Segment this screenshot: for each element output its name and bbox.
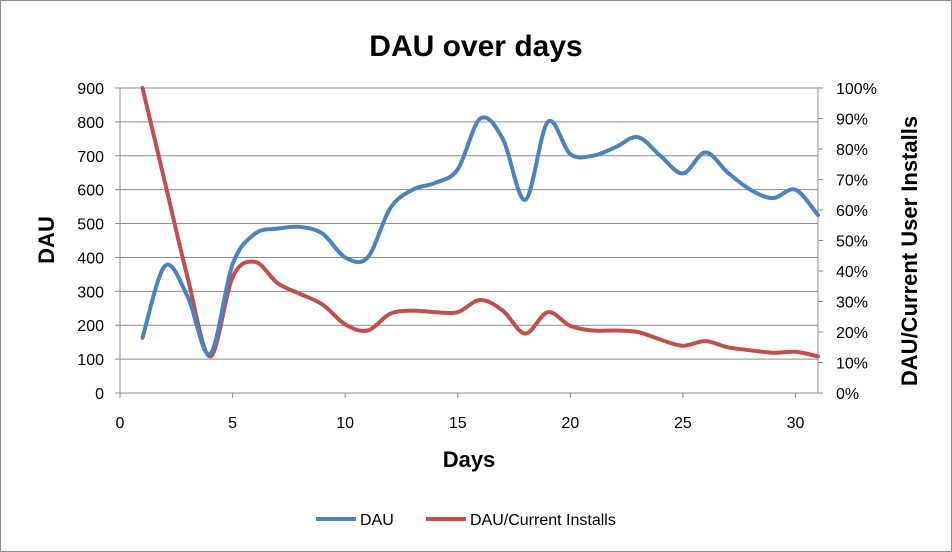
- y2-axis-label: DAU/Current User Installs: [897, 116, 922, 386]
- x-tick-label-4: 20: [561, 415, 579, 432]
- gridlines: [120, 87, 818, 360]
- y-tick-label-4: 400: [77, 250, 104, 267]
- y2-tick-label-8: 80%: [836, 142, 868, 159]
- x-tick-label-0: 0: [116, 415, 125, 432]
- y2-tick-label-9: 90%: [836, 112, 868, 129]
- y2-tick-label-0: 0%: [836, 386, 859, 403]
- legend-label-dau: DAU: [360, 512, 394, 529]
- series-lines: [140, 86, 820, 359]
- y2-tick-label-2: 20%: [836, 325, 868, 342]
- y-tick-label-8: 800: [77, 115, 104, 132]
- y-tick-label-6: 600: [77, 183, 104, 200]
- y2-tick-label-7: 70%: [836, 173, 868, 190]
- y-tick-label-2: 200: [77, 318, 104, 335]
- y2-tick-label-5: 50%: [836, 234, 868, 251]
- y2-tick-label-10: 100%: [836, 81, 877, 98]
- y2-tick-label-3: 30%: [836, 295, 868, 312]
- legend-label-dau-current-installs: DAU/Current Installs: [470, 512, 616, 529]
- x-tick-label-3: 15: [449, 415, 467, 432]
- y-axis-label: DAU: [34, 216, 59, 264]
- y-tick-label-7: 700: [77, 149, 104, 166]
- y-tick-label-9: 900: [77, 81, 104, 98]
- y2-tick-label-4: 40%: [836, 264, 868, 281]
- x-tick-label-5: 25: [674, 415, 692, 432]
- y2-tick-label-6: 60%: [836, 203, 868, 220]
- y-tick-label-5: 500: [77, 217, 104, 234]
- x-axis-label: Days: [443, 447, 496, 472]
- y-tick-label-0: 0: [95, 386, 104, 403]
- x-tick-label-6: 30: [787, 415, 805, 432]
- series-line-dau-current-installs: [140, 86, 820, 359]
- axes: [115, 87, 823, 398]
- chart-title: DAU over days: [369, 30, 582, 63]
- y-tick-label-3: 300: [77, 284, 104, 301]
- y-tick-label-1: 100: [77, 352, 104, 369]
- y2-tick-label-1: 10%: [836, 356, 868, 373]
- legend: DAU DAU/Current Installs: [316, 512, 616, 529]
- x-tick-label-1: 5: [228, 415, 237, 432]
- x-tick-label-2: 10: [336, 415, 354, 432]
- tick-labels: 01002003004005006007008009000%10%20%30%4…: [77, 81, 877, 432]
- series-line-dau: [140, 115, 820, 357]
